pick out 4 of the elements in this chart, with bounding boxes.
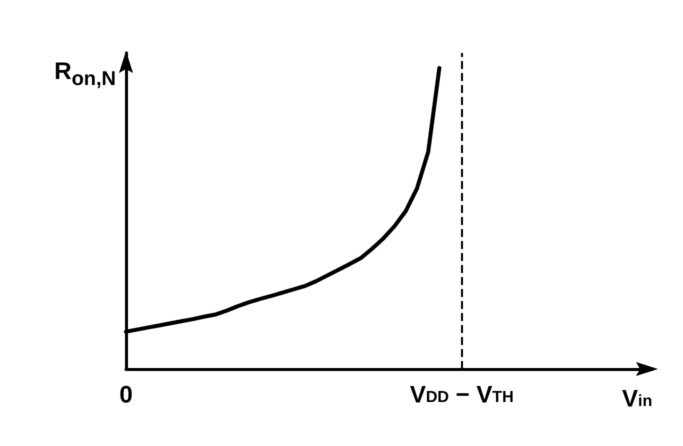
y-axis-title: R$_{on,N}$ — [53, 58, 116, 92]
x-tick-label: VDD − VTH — [410, 382, 514, 408]
x-axis-title: Vin — [622, 386, 652, 412]
x-tick-label: 0 — [119, 382, 133, 408]
